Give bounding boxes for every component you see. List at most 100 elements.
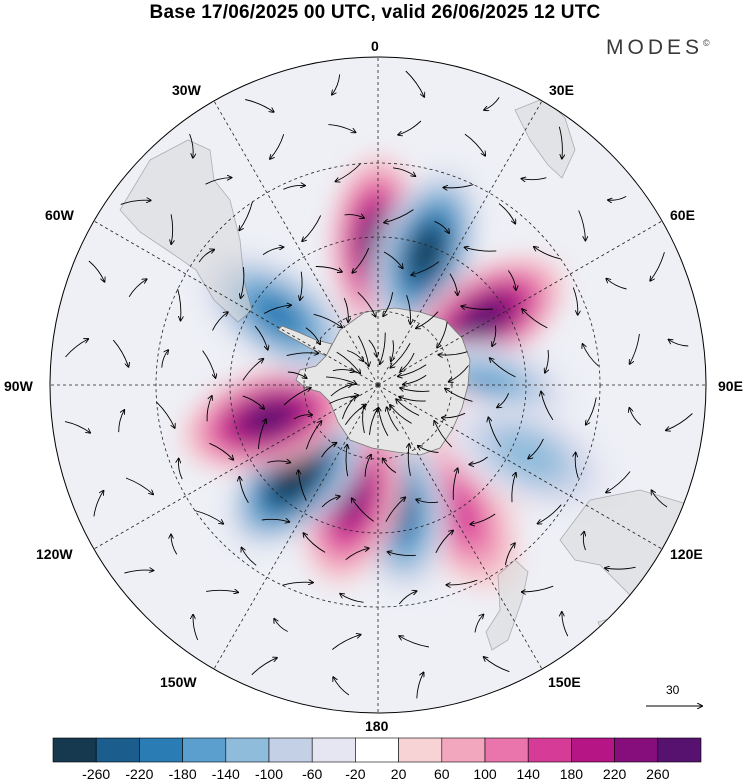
- longitude-label-150w: 150W: [160, 674, 197, 690]
- wind-vector: [498, 203, 515, 224]
- colorbar-swatch: [571, 737, 615, 763]
- wind-vector: [558, 126, 562, 159]
- wind-vector: [387, 407, 399, 432]
- colorbar-swatch: [52, 737, 97, 763]
- wind-vector: [112, 339, 128, 367]
- wind-vector: [562, 612, 569, 637]
- wind-vector: [346, 445, 348, 477]
- wind-vector: [205, 178, 232, 185]
- colorbar-swatch: [398, 737, 443, 763]
- wind-vector: [384, 209, 414, 223]
- colorbar-swatch: [441, 737, 486, 763]
- wind-vector: [257, 419, 266, 450]
- wind-vector: [437, 322, 448, 348]
- wind-vector: [528, 438, 544, 459]
- wind-vector: [202, 350, 216, 378]
- wind-vector: [287, 371, 307, 378]
- map-title: Base 17/06/2025 00 UTC, valid 26/06/2025…: [149, 2, 601, 23]
- wind-vector: [171, 535, 178, 555]
- colorbar-tick-label: -140: [211, 766, 240, 782]
- colorbar-swatch: [355, 737, 399, 763]
- wind-vector: [302, 215, 322, 241]
- wind-vector: [461, 306, 493, 309]
- wind-vector: [251, 658, 277, 676]
- wind-vector: [128, 279, 147, 298]
- wind-vector: [242, 359, 263, 381]
- wind-vectors: [64, 70, 693, 699]
- meridian-line: [211, 96, 379, 386]
- wind-vector: [434, 421, 453, 448]
- colorbar-tick-label: -100: [254, 766, 284, 782]
- wind-vector: [242, 395, 264, 409]
- wind-vector: [298, 470, 307, 501]
- wind-vector: [399, 397, 426, 402]
- meridian-line: [211, 384, 379, 674]
- wind-vector: [177, 288, 181, 321]
- wind-vector: [262, 247, 283, 256]
- wind-vector: [171, 214, 173, 244]
- wind-vector: [492, 325, 496, 346]
- wind-vector: [332, 370, 355, 372]
- wind-vector: [336, 351, 361, 373]
- meridian-line: [377, 384, 667, 552]
- colorbar-tick-label: 140: [516, 766, 540, 782]
- colorbar-swatch: [268, 737, 313, 763]
- wind-vector: [189, 133, 194, 158]
- wind-vector: [194, 510, 224, 524]
- wind-vector: [443, 184, 474, 188]
- wind-vector: [534, 247, 561, 260]
- meridian-line: [377, 96, 545, 386]
- wind-vector: [572, 287, 578, 315]
- wind-vector: [497, 392, 510, 407]
- wind-vector: [504, 543, 515, 566]
- wind-vector: [522, 309, 548, 329]
- wind-vector: [416, 311, 439, 329]
- wind-vector: [464, 133, 485, 156]
- wind-vector: [286, 353, 319, 357]
- wind-vector: [239, 477, 249, 504]
- wind-vector: [303, 533, 326, 553]
- wind-vector: [357, 291, 376, 316]
- wind-vector: [336, 163, 362, 182]
- colorbar-tick-label: 20: [390, 766, 407, 782]
- wind-vector: [484, 657, 510, 673]
- colorbar-tick-label: 100: [473, 766, 497, 782]
- modes-logo: MODES©: [606, 36, 710, 60]
- wind-vector: [652, 490, 668, 508]
- wind-vector: [398, 120, 422, 135]
- colorbar-tick-label: -260: [82, 766, 111, 782]
- colorbar-swatch: [311, 737, 356, 763]
- wind-vector: [522, 585, 554, 592]
- wind-vector: [193, 615, 199, 641]
- wind-vector: [400, 352, 415, 371]
- wind-vector: [383, 292, 394, 316]
- wind-vector: [390, 342, 411, 368]
- wind-vector: [270, 134, 285, 159]
- wind-vector: [283, 185, 305, 190]
- wind-vector: [398, 364, 427, 377]
- colorbar-swatch: [484, 737, 529, 763]
- graticule: [50, 57, 706, 713]
- anomaly-cell-9: [181, 365, 356, 472]
- meridian-line: [377, 218, 667, 386]
- wind-vector: [400, 388, 430, 392]
- longitude-label-180: 180: [365, 718, 389, 734]
- colorbar-swatch: [225, 737, 270, 763]
- wind-vector: [378, 408, 389, 437]
- colorbar-tick-label: -220: [125, 766, 154, 782]
- wind-vector: [283, 388, 311, 406]
- new-zealand-landmass: [485, 559, 529, 651]
- wind-vector: [522, 178, 547, 180]
- longitude-label-30w: 30W: [172, 82, 201, 98]
- longitude-label-0: 0: [371, 38, 379, 54]
- colorbar-tick-label: -20: [345, 766, 366, 782]
- wind-vector: [439, 351, 468, 355]
- wind-vector: [328, 124, 355, 133]
- wind-vector: [606, 471, 631, 493]
- wind-vector: [357, 335, 368, 366]
- anomaly-contour: [410, 230, 442, 276]
- antarctic-peninsula: [277, 325, 333, 357]
- wind-vector: [206, 396, 212, 422]
- wind-vector: [408, 444, 410, 476]
- meridian-line: [89, 384, 379, 552]
